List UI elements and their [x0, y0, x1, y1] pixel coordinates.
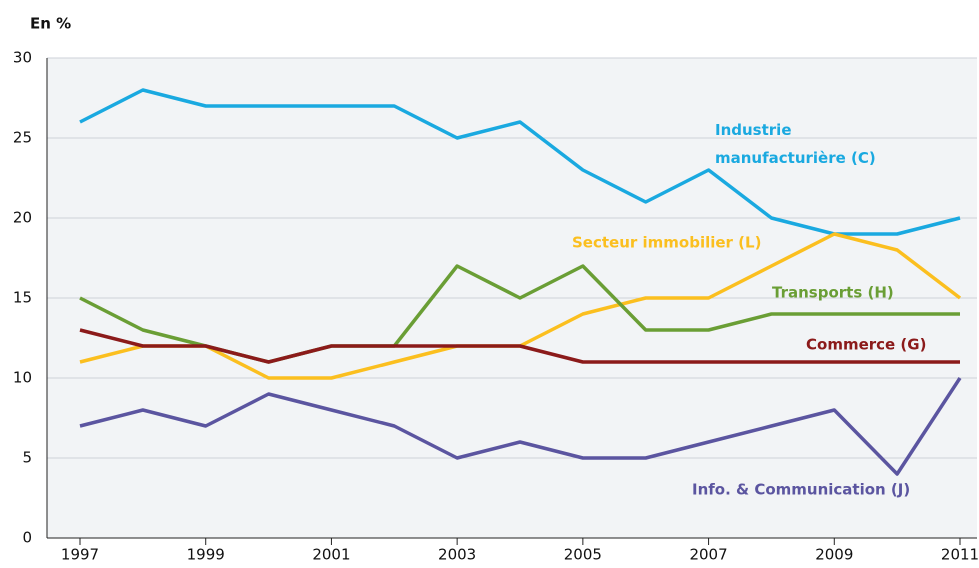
series-label: Industrie manufacturière (C)	[715, 121, 876, 167]
series-label: Transports (H)	[772, 284, 894, 302]
x-tick-label: 1999	[187, 546, 225, 564]
series-line	[79, 88, 961, 236]
x-tick-label: 2007	[689, 546, 727, 564]
series-label: Secteur immobilier (L)	[572, 234, 761, 252]
y-tick-label: 0	[22, 529, 32, 547]
series-line	[79, 377, 962, 476]
x-tick-label: 2003	[438, 546, 476, 564]
y-axis-label: En %	[30, 15, 71, 33]
y-tick-label: 15	[13, 289, 32, 307]
series-label: Commerce (G)	[806, 336, 926, 354]
y-tick-label: 20	[13, 209, 32, 227]
x-tick-label: 2011	[941, 546, 979, 564]
y-tick-label: 30	[13, 49, 32, 67]
y-tick-label: 5	[22, 449, 32, 467]
y-tick-label: 25	[13, 129, 32, 147]
series-line	[79, 328, 960, 364]
y-tick-label: 10	[13, 369, 32, 387]
x-tick-label: 2001	[312, 546, 350, 564]
x-tick-label: 2005	[564, 546, 602, 564]
x-tick-label: 2009	[815, 546, 853, 564]
x-tick-label: 1997	[61, 546, 99, 564]
series-label: Info. & Communication (J)	[692, 481, 910, 499]
